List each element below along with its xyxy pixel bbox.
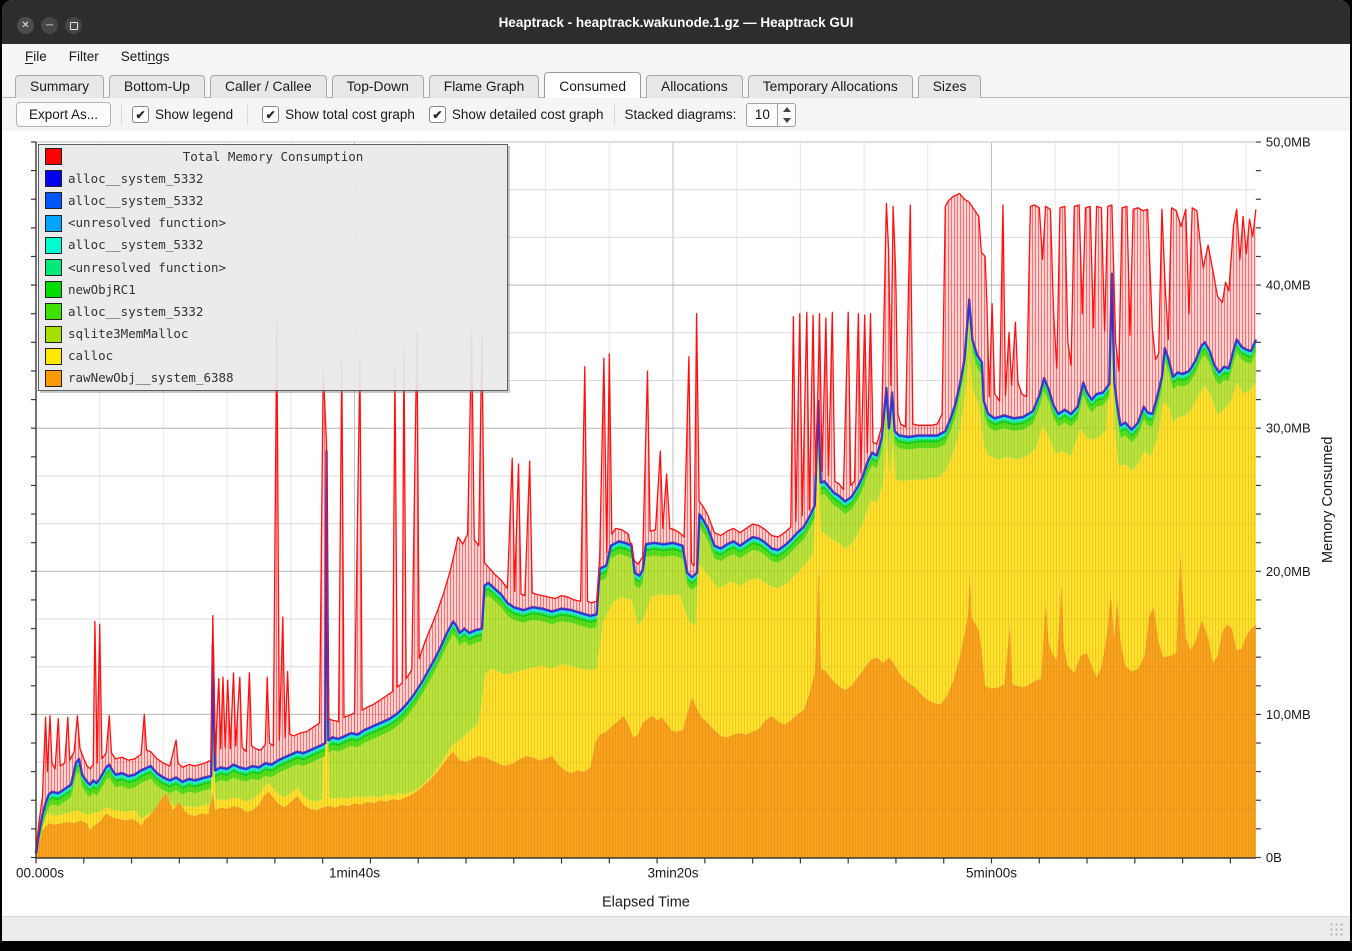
x-axis-tick-label: 3min20s (647, 866, 698, 881)
tab-bar: Summary Bottom-Up Caller / Callee Top-Down F… (2, 68, 1350, 98)
checkbox-box[interactable]: ✔ (262, 106, 280, 123)
legend-label: alloc__system_5332 (68, 303, 204, 319)
legend-swatch (45, 148, 62, 165)
legend-swatch (45, 170, 62, 188)
legend-label: <unresolved function> (68, 259, 227, 275)
menu-bar: File Filter Settings (2, 44, 1350, 68)
legend-item: newObjRC1 (39, 278, 507, 300)
legend-title-row: Total Memory Consumption (39, 145, 507, 167)
menu-settings[interactable]: Settings (120, 48, 170, 64)
menu-file[interactable]: File (25, 48, 47, 64)
export-as-button[interactable]: Export As... (16, 102, 112, 127)
checkbox-show-total-cost-graph[interactable]: ✔ Show total cost graph (262, 106, 415, 123)
tab-temporary-allocations[interactable]: Temporary Allocations (747, 75, 913, 98)
toolbar: Export As... ✔ Show legend ✔ Show total cos… (2, 98, 1350, 131)
toolbar-separator (121, 104, 123, 125)
legend-swatch (45, 325, 62, 343)
checkbox-box[interactable]: ✔ (132, 106, 150, 123)
memory-consumption-chart[interactable]: 00.000s 1min40s 3min20s 5min00s 0B 10,0MB 20,0… (2, 131, 1350, 916)
legend-item: <unresolved function> (39, 256, 507, 278)
legend-item: alloc__system_5332 (39, 234, 507, 256)
tab-top-down[interactable]: Top-Down (331, 75, 424, 98)
tab-allocations[interactable]: Allocations (646, 75, 743, 98)
stacked-diagrams-stepper[interactable]: 10 (746, 102, 797, 127)
legend-item: alloc__system_5332 (39, 189, 507, 211)
maximize-icon[interactable] (65, 17, 82, 34)
legend-label: rawNewObj__system_6388 (68, 370, 234, 386)
x-axis-title: Elapsed Time (602, 895, 690, 911)
checkbox-label: Show total cost graph (285, 107, 415, 122)
y-axis-tick-label: 20,0MB (1266, 564, 1311, 579)
stacked-diagrams-value[interactable]: 10 (746, 102, 779, 127)
stepper-up-icon[interactable] (778, 104, 795, 115)
legend-label: <unresolved function> (68, 215, 227, 231)
minimize-icon[interactable]: ─ (41, 17, 58, 34)
legend-item: calloc (39, 345, 507, 367)
stacked-diagrams-label: Stacked diagrams: (624, 107, 737, 122)
tab-sizes[interactable]: Sizes (917, 75, 982, 98)
tab-bottom-up[interactable]: Bottom-Up (109, 75, 205, 98)
status-bar (2, 916, 1350, 941)
window-title: Heaptrack - heaptrack.wakunode.1.gz — He… (498, 14, 854, 30)
tab-caller-callee[interactable]: Caller / Callee (209, 75, 327, 98)
checkbox-label: Show legend (155, 107, 234, 122)
title-bar: ✕ ─ Heaptrack - heaptrack.wakunode.1.gz … (2, 0, 1350, 44)
legend-swatch (45, 192, 62, 210)
toolbar-separator (247, 104, 249, 125)
legend-swatch (45, 214, 62, 232)
x-axis-tick-label: 00.000s (16, 866, 64, 881)
legend-swatch (45, 369, 62, 387)
tab-summary[interactable]: Summary (15, 75, 105, 98)
x-axis-tick-label: 1min40s (329, 866, 380, 881)
consumed-chart-area: 00.000s 1min40s 3min20s 5min00s 0B 10,0MB 20,0… (2, 131, 1350, 916)
menu-filter[interactable]: Filter (68, 48, 99, 64)
checkbox-box[interactable]: ✔ (428, 106, 446, 123)
y-axis-tick-label: 10,0MB (1266, 707, 1311, 722)
tab-flame-graph[interactable]: Flame Graph (428, 75, 540, 98)
legend-label: Total Memory Consumption (182, 148, 364, 164)
maximize-glyph (69, 21, 78, 30)
legend-swatch (45, 258, 62, 276)
legend-label: alloc__system_5332 (68, 170, 204, 186)
legend-item: <unresolved function> (39, 212, 507, 234)
x-axis-tick-label: 5min00s (966, 866, 1017, 881)
checkbox-show-detailed-cost-graph[interactable]: ✔ Show detailed cost graph (428, 106, 604, 123)
checkbox-show-legend[interactable]: ✔ Show legend (132, 106, 233, 123)
legend-swatch (45, 281, 62, 299)
legend-label: alloc__system_5332 (68, 192, 204, 208)
y-axis-tick-label: 0B (1266, 850, 1282, 865)
stepper-buttons (778, 102, 797, 127)
legend-swatch (45, 303, 62, 321)
legend-label: sqlite3MemMalloc (68, 326, 189, 342)
legend-label: calloc (68, 348, 114, 364)
toolbar-separator (613, 104, 615, 125)
legend-label: alloc__system_5332 (68, 237, 204, 253)
y-axis-tick-label: 40,0MB (1266, 278, 1311, 293)
legend-item: alloc__system_5332 (39, 300, 507, 322)
checkbox-label: Show detailed cost graph (451, 107, 604, 122)
legend-item: rawNewObj__system_6388 (39, 367, 507, 389)
legend-item: alloc__system_5332 (39, 167, 507, 189)
resize-grip-icon[interactable] (1329, 922, 1344, 937)
legend-item: sqlite3MemMalloc (39, 323, 507, 345)
legend-label: newObjRC1 (68, 281, 136, 297)
chart-legend: Total Memory Consumption alloc__system_53… (38, 144, 508, 391)
close-icon[interactable]: ✕ (17, 17, 34, 34)
y-axis-tick-label: 30,0MB (1266, 421, 1311, 436)
y-axis-tick-label: 50,0MB (1266, 135, 1311, 150)
y-axis-title: Memory Consumed (1320, 436, 1336, 563)
stepper-down-icon[interactable] (778, 115, 795, 126)
legend-swatch (45, 347, 62, 365)
legend-swatch (45, 236, 62, 254)
tab-consumed[interactable]: Consumed (544, 72, 642, 98)
